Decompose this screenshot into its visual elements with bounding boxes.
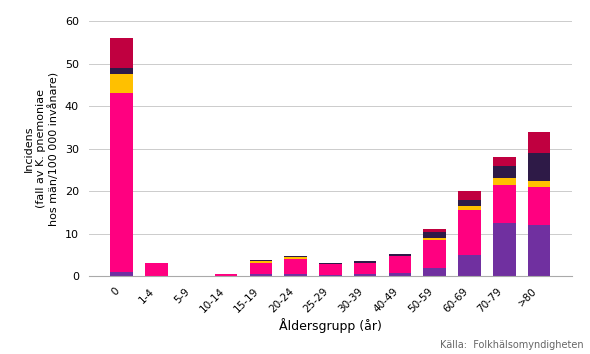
- Bar: [458, 206, 481, 210]
- Bar: [319, 275, 342, 276]
- Bar: [354, 261, 376, 263]
- Bar: [110, 93, 133, 272]
- Bar: [527, 132, 550, 153]
- Bar: [250, 263, 272, 274]
- Bar: [319, 263, 342, 264]
- Bar: [493, 166, 516, 178]
- Bar: [493, 178, 516, 185]
- Bar: [493, 223, 516, 276]
- Bar: [389, 253, 411, 256]
- X-axis label: Åldersgrupp (år): Åldersgrupp (år): [279, 319, 382, 333]
- Bar: [145, 263, 168, 276]
- Bar: [250, 274, 272, 276]
- Bar: [493, 157, 516, 166]
- Bar: [424, 238, 446, 240]
- Bar: [354, 274, 376, 276]
- Bar: [527, 225, 550, 276]
- Bar: [389, 256, 411, 273]
- Bar: [110, 74, 133, 93]
- Bar: [458, 210, 481, 255]
- Bar: [110, 272, 133, 276]
- Bar: [250, 261, 272, 263]
- Bar: [389, 273, 411, 276]
- Bar: [424, 240, 446, 268]
- Y-axis label: Incidens
(fall av K. pnemoniae
hos män/100 000 invånare): Incidens (fall av K. pnemoniae hos män/1…: [24, 72, 59, 226]
- Bar: [424, 268, 446, 276]
- Bar: [284, 274, 307, 276]
- Bar: [458, 191, 481, 200]
- Bar: [458, 200, 481, 206]
- Bar: [527, 187, 550, 225]
- Bar: [493, 185, 516, 223]
- Bar: [215, 274, 237, 276]
- Bar: [110, 38, 133, 68]
- Bar: [424, 229, 446, 232]
- Bar: [527, 153, 550, 181]
- Bar: [284, 257, 307, 259]
- Bar: [319, 264, 342, 275]
- Text: Källa:  Folkhälsomyndigheten: Källa: Folkhälsomyndigheten: [441, 341, 584, 350]
- Bar: [458, 255, 481, 276]
- Bar: [284, 256, 307, 257]
- Bar: [250, 260, 272, 261]
- Bar: [527, 181, 550, 187]
- Bar: [284, 259, 307, 274]
- Bar: [110, 68, 133, 74]
- Bar: [424, 232, 446, 238]
- Bar: [354, 263, 376, 274]
